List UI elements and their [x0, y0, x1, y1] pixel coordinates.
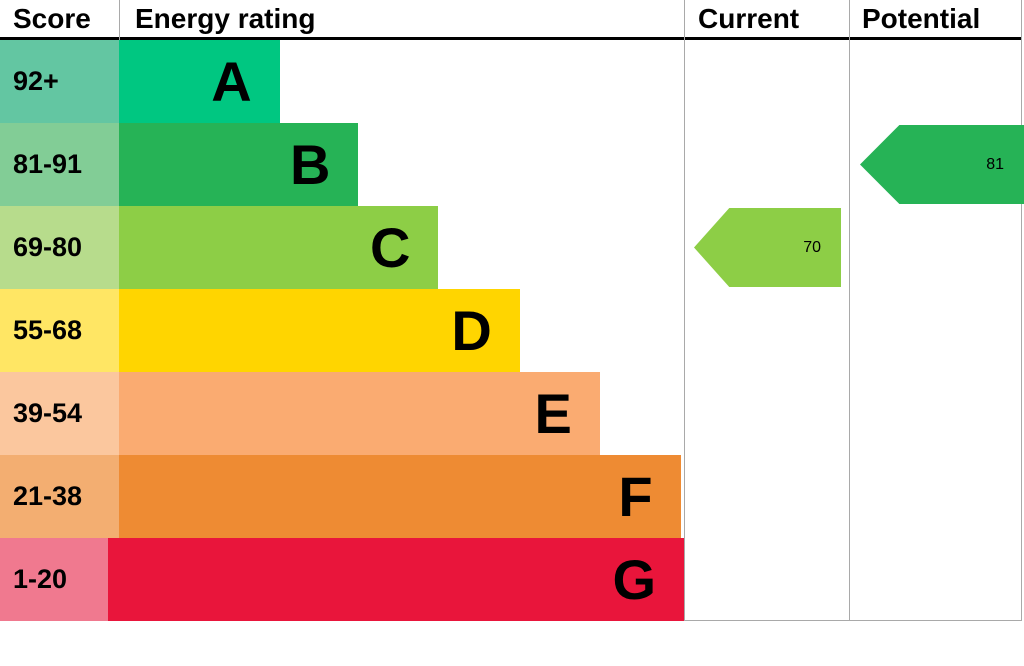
band-row-e: 39-54 E [0, 372, 684, 455]
rating-bar-g: G [107, 538, 684, 621]
band-row-d: 55-68 D [0, 289, 684, 372]
rating-letter-a: A [211, 49, 252, 113]
potential-rating-arrow: 81 [860, 125, 1024, 204]
score-range-b: 81-91 [0, 123, 119, 206]
band-row-c: 69-80 C [0, 206, 684, 289]
score-range-e: 39-54 [0, 372, 119, 455]
divider-current-potential [849, 0, 850, 621]
score-range-d: 55-68 [0, 289, 119, 372]
rating-bands: 92+ A 81-91 B 69-80 C 55-68 D 39-54 [0, 40, 684, 621]
rating-bar-b: B [119, 123, 359, 206]
header-row: Score Energy rating Current Potential [0, 0, 1022, 40]
rating-letter-d: D [451, 298, 492, 362]
band-row-b: 81-91 B [0, 123, 684, 206]
rating-bar-f: F [119, 455, 681, 538]
rating-bar-e: E [119, 372, 600, 455]
header-potential: Potential [862, 2, 981, 34]
current-rating-arrow: 70 [694, 208, 841, 287]
divider-bottom-edge [684, 620, 1022, 621]
rating-bar-d: D [119, 289, 520, 372]
rating-letter-g: G [612, 547, 656, 611]
header-current: Current [698, 2, 800, 34]
divider-right-edge [1021, 0, 1022, 621]
rating-bar-a: A [119, 40, 280, 123]
score-range-f: 21-38 [0, 455, 119, 538]
band-row-g: 1-20 G [0, 538, 684, 621]
band-row-f: 21-38 F [0, 455, 684, 538]
rating-letter-c: C [369, 215, 411, 279]
score-range-g: 1-20 [0, 538, 108, 621]
potential-rating-value: 81 [986, 155, 1004, 173]
band-row-a: 92+ A [0, 40, 684, 123]
header-energy-rating: Energy rating [135, 2, 316, 34]
rating-bar-c: C [119, 206, 439, 289]
score-range-a: 92+ [0, 40, 119, 123]
current-rating-value: 70 [803, 238, 821, 256]
rating-letter-e: E [534, 381, 572, 445]
rating-letter-f: F [618, 464, 653, 528]
score-range-c: 69-80 [0, 206, 119, 289]
rating-letter-b: B [289, 132, 331, 196]
divider-score-rating [119, 0, 120, 40]
divider-rating-current [684, 0, 685, 621]
header-score: Score [13, 2, 91, 34]
